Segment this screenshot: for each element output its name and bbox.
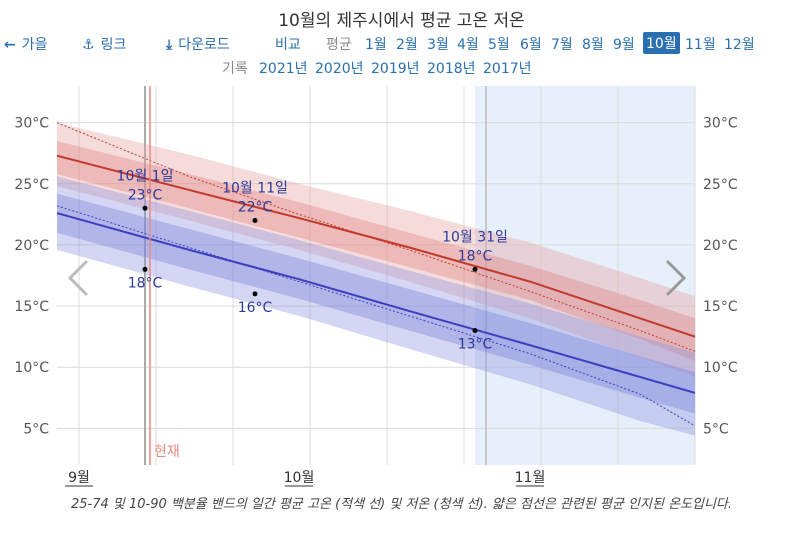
annotation-high-label: 23°C	[128, 187, 163, 203]
chart-caption: 25-74 및 10-90 백분율 밴드의 일간 평균 고온 (적색 선) 및 …	[70, 497, 733, 512]
annotation-date-label: 10월 1일	[117, 168, 174, 184]
month-link-6[interactable]: 6월	[520, 37, 542, 53]
low-band-10-90	[57, 176, 695, 436]
month-link-11[interactable]: 11월	[685, 37, 716, 53]
y-tick-label-left: 5°C	[23, 421, 49, 437]
year-link-2021[interactable]: 2021년	[259, 61, 308, 77]
link-label: 링크	[100, 37, 127, 53]
download-link[interactable]: ⤓ 다운로드	[166, 34, 230, 54]
download-icon: ⤓	[166, 37, 173, 53]
average-label: 평균	[326, 37, 352, 53]
month-link-12[interactable]: 12월	[724, 37, 755, 53]
plot-area	[57, 122, 695, 436]
x-tick-label: 10월	[284, 470, 315, 486]
x-tick-label: 11월	[515, 470, 546, 486]
x-tick-label: 9월	[68, 470, 90, 486]
year-link-2020[interactable]: 2020년	[315, 61, 364, 77]
month-link-7[interactable]: 7월	[551, 37, 573, 53]
y-tick-label-right: 20°C	[703, 238, 738, 254]
month-link-9[interactable]: 9월	[613, 37, 635, 53]
y-tick-label-right: 10°C	[703, 360, 738, 376]
y-tick-label-right: 30°C	[703, 116, 738, 132]
y-tick-label-right: 25°C	[703, 177, 738, 193]
annotation-low-label: 16°C	[238, 300, 273, 316]
records-nav: 기록 2021년 2020년 2019년 2018년 2017년	[0, 58, 803, 78]
month-link-8[interactable]: 8월	[582, 37, 604, 53]
link-link[interactable]: ⚓︎ 링크	[82, 34, 126, 54]
records-label: 기록	[222, 61, 248, 77]
month-nav: ← 가을 ⚓︎ 링크 ⤓ 다운로드 비교 평균 1월 2월 3월 4월 5월 6월 7월 8월 9월 1…	[0, 32, 803, 54]
back-label: 가을	[21, 37, 48, 53]
month-link-10[interactable]: 10월	[643, 32, 680, 54]
low-point	[142, 266, 148, 272]
link-icon: ⚓︎	[82, 37, 95, 53]
y-tick-label-left: 15°C	[14, 299, 49, 315]
month-link-4[interactable]: 4월	[457, 37, 479, 53]
month-link-3[interactable]: 3월	[427, 37, 449, 53]
month-link-5[interactable]: 5월	[488, 37, 510, 53]
low-point	[252, 291, 258, 297]
back-link[interactable]: ← 가을	[4, 34, 48, 54]
year-link-2018[interactable]: 2018년	[427, 61, 476, 77]
y-tick-label-right: 5°C	[703, 421, 729, 437]
month-link-1[interactable]: 1월	[365, 37, 387, 53]
temperature-chart: 5°C 5°C 10°C 10°C 15°C 15°C 20°C 20°C 25°C 25°C 30…	[14, 86, 738, 487]
high-band-10-90	[57, 122, 695, 377]
low-feels-like-line	[57, 205, 695, 427]
compare-link[interactable]: 비교	[275, 37, 301, 53]
y-tick-label-left: 30°C	[14, 116, 49, 132]
annotation-low-label: 13°C	[458, 337, 493, 353]
y-tick-label-left: 20°C	[14, 238, 49, 254]
high-average-line	[57, 154, 695, 338]
year-link-2017[interactable]: 2017년	[483, 61, 532, 77]
download-label: 다운로드	[178, 37, 230, 53]
chevron-left-icon[interactable]	[67, 260, 88, 296]
page-title: 10월의 제주시에서 평균 고온 저온	[278, 11, 525, 31]
low-average-line	[57, 212, 695, 394]
y-tick-label-left: 10°C	[14, 360, 49, 376]
low-band-25-75	[57, 193, 695, 414]
y-tick-label-left: 25°C	[14, 177, 49, 193]
chevron-right-icon[interactable]	[666, 260, 687, 296]
high-point	[142, 205, 148, 211]
y-tick-label-right: 15°C	[703, 299, 738, 315]
high-point	[252, 217, 258, 223]
year-link-2019[interactable]: 2019년	[371, 61, 420, 77]
high-point	[472, 266, 478, 272]
annotation-date-label: 10월 11일	[222, 180, 288, 196]
annotation-date-label: 10월 31일	[442, 229, 508, 245]
annotation-high-label: 22°C	[238, 199, 273, 215]
annotation-high-label: 18°C	[458, 248, 493, 264]
low-point	[472, 328, 478, 334]
annotation-low-label: 18°C	[128, 275, 163, 291]
now-label: 현재	[154, 444, 180, 460]
arrow-left-icon: ←	[4, 37, 16, 53]
month-link-2[interactable]: 2월	[396, 37, 418, 53]
